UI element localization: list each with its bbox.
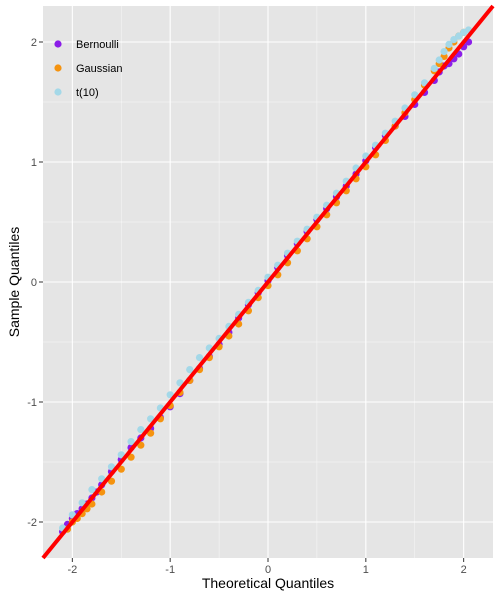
legend-label: Bernoulli (76, 39, 119, 51)
data-point (411, 91, 419, 99)
legend: Bernoulli Gaussian t(10) (54, 39, 122, 99)
data-point (78, 499, 86, 507)
data-point (107, 463, 116, 471)
data-point (107, 477, 116, 485)
y-tick-label: 1 (31, 157, 37, 169)
y-tick-label: -1 (27, 397, 37, 409)
y-axis-title: Sample Quantiles (6, 227, 22, 338)
reference-line (41, 4, 495, 560)
data-point (440, 48, 448, 56)
data-point (195, 354, 204, 362)
series-t-10- (58, 26, 473, 532)
data-point (176, 379, 184, 387)
legend-key (54, 40, 62, 48)
x-axis-title: Theoretical Quantiles (202, 575, 334, 591)
data-point (430, 64, 438, 72)
x-tick-label: 2 (461, 564, 467, 576)
x-axis-ticks: -2 -1 0 1 2 (67, 558, 467, 576)
legend-label: t(10) (76, 87, 99, 99)
data-point (88, 486, 96, 494)
data-point (127, 438, 135, 446)
data-point (186, 366, 194, 374)
x-tick-label: 0 (265, 564, 271, 576)
y-tick-label: 2 (31, 37, 37, 49)
data-point (117, 465, 125, 473)
data-point (435, 56, 443, 64)
y-tick-label: 0 (31, 277, 37, 289)
data-point (166, 391, 174, 399)
legend-key (54, 88, 62, 96)
data-point (98, 475, 106, 483)
points-layer (58, 26, 473, 536)
legend-label: Gaussian (76, 63, 122, 75)
data-point (137, 426, 145, 434)
x-tick-label: -1 (165, 564, 175, 576)
legend-key (54, 64, 62, 72)
y-axis-ticks: -2 -1 0 1 2 (27, 37, 43, 529)
data-point (420, 79, 429, 87)
data-point (147, 415, 155, 423)
data-point (137, 441, 145, 449)
x-tick-label: 1 (363, 564, 369, 576)
data-point (127, 453, 135, 461)
x-tick-label: -2 (67, 564, 77, 576)
data-point (68, 511, 76, 519)
data-point (147, 429, 155, 437)
data-point (445, 40, 453, 49)
data-point (117, 451, 125, 459)
y-tick-label: -2 (27, 517, 37, 529)
